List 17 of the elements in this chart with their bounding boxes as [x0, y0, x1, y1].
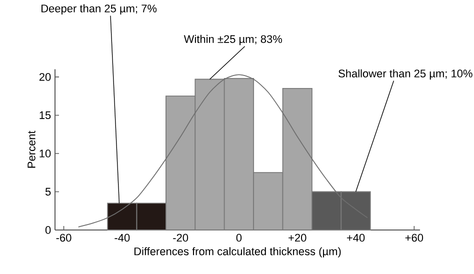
- y-axis-title: Percent: [28, 130, 36, 168]
- y-tick-label: 15: [40, 111, 51, 120]
- x-tick-label: +40: [346, 234, 365, 242]
- x-tick-label: +20: [288, 234, 306, 242]
- x-tick-label: 0: [236, 234, 242, 242]
- y-tick-label: 5: [45, 188, 51, 196]
- x-tick-label: -40: [114, 234, 130, 242]
- x-tick-label: -20: [173, 234, 188, 242]
- annotation: Deeper than 25 µm; 7%: [42, 4, 157, 15]
- x-tick-label: +60: [405, 234, 424, 242]
- x-axis-title: Differences from calculated thickness (µm): [134, 247, 341, 258]
- annotation: Shallower than 25 µm; 10%: [338, 69, 472, 80]
- y-tick-label: 20: [39, 73, 51, 81]
- annotation: Within ±25 µm; 83%: [184, 34, 282, 46]
- x-tick-label: -60: [56, 234, 72, 242]
- y-tick-label: 10: [40, 150, 51, 158]
- y-tick-label: 0: [45, 226, 51, 234]
